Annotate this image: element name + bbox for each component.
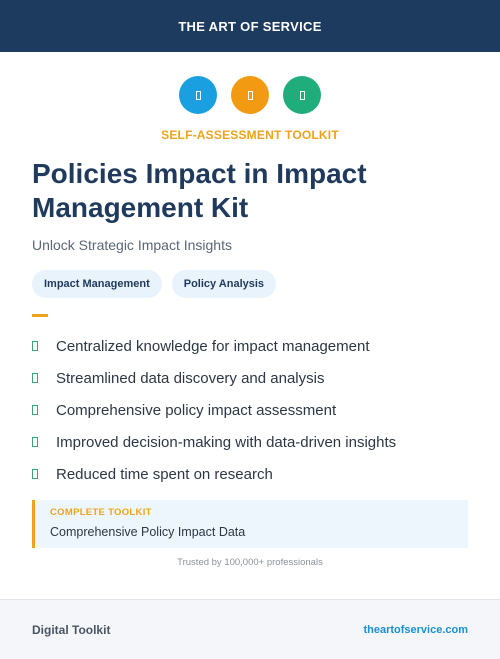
- page-footer: Digital Toolkit theartofservice.com: [0, 599, 500, 659]
- feature-list: Centralized knowledge for impact managem…: [32, 330, 472, 490]
- feature-text: Streamlined data discovery and analysis: [56, 369, 325, 387]
- green-glyph-icon: [299, 90, 305, 100]
- check-icon: [32, 373, 38, 383]
- brand-name: THE ART OF SERVICE: [178, 18, 322, 34]
- list-item: Streamlined data discovery and analysis: [32, 362, 472, 394]
- icon-row: [0, 76, 500, 114]
- check-icon: [32, 405, 38, 415]
- page-subtitle: Unlock Strategic Impact Insights: [32, 237, 232, 253]
- website-link[interactable]: theartofservice.com: [363, 623, 468, 636]
- feature-text: Improved decision-making with data-drive…: [56, 433, 397, 451]
- page-title: Policies Impact in Impact Management Kit: [32, 158, 367, 223]
- feature-text: Centralized knowledge for impact managem…: [56, 337, 370, 355]
- accent-rule: [32, 314, 48, 317]
- complete-toolkit-callout: COMPLETE TOOLKIT Comprehensive Policy Im…: [32, 500, 468, 548]
- check-icon: [32, 341, 38, 351]
- callout-value: Comprehensive Policy Impact Data: [50, 525, 246, 539]
- callout-label: COMPLETE TOOLKIT: [50, 507, 152, 518]
- list-item: Improved decision-making with data-drive…: [32, 426, 472, 458]
- tag-list: Impact Management Policy Analysis: [32, 270, 277, 298]
- feature-text: Reduced time spent on research: [56, 465, 273, 483]
- list-item: Comprehensive policy impact assessment: [32, 394, 472, 426]
- toolkit-kicker: SELF-ASSESSMENT TOOLKIT: [161, 128, 339, 142]
- trusted-note: Trusted by 100,000+ professionals: [177, 557, 323, 568]
- orange-circle-icon: [231, 76, 269, 114]
- tag-policy-analysis[interactable]: Policy Analysis: [171, 270, 277, 298]
- tag-impact-management[interactable]: Impact Management: [32, 270, 162, 298]
- feature-text: Comprehensive policy impact assessment: [56, 401, 337, 419]
- check-icon: [32, 469, 38, 479]
- blue-glyph-icon: [195, 90, 201, 100]
- check-icon: [32, 437, 38, 447]
- green-circle-icon: [283, 76, 321, 114]
- top-banner: THE ART OF SERVICE: [0, 0, 500, 52]
- blue-circle-icon: [179, 76, 217, 114]
- list-item: Reduced time spent on research: [32, 458, 472, 490]
- list-item: Centralized knowledge for impact managem…: [32, 330, 472, 362]
- orange-glyph-icon: [247, 90, 253, 100]
- footer-label: Digital Toolkit: [32, 622, 111, 637]
